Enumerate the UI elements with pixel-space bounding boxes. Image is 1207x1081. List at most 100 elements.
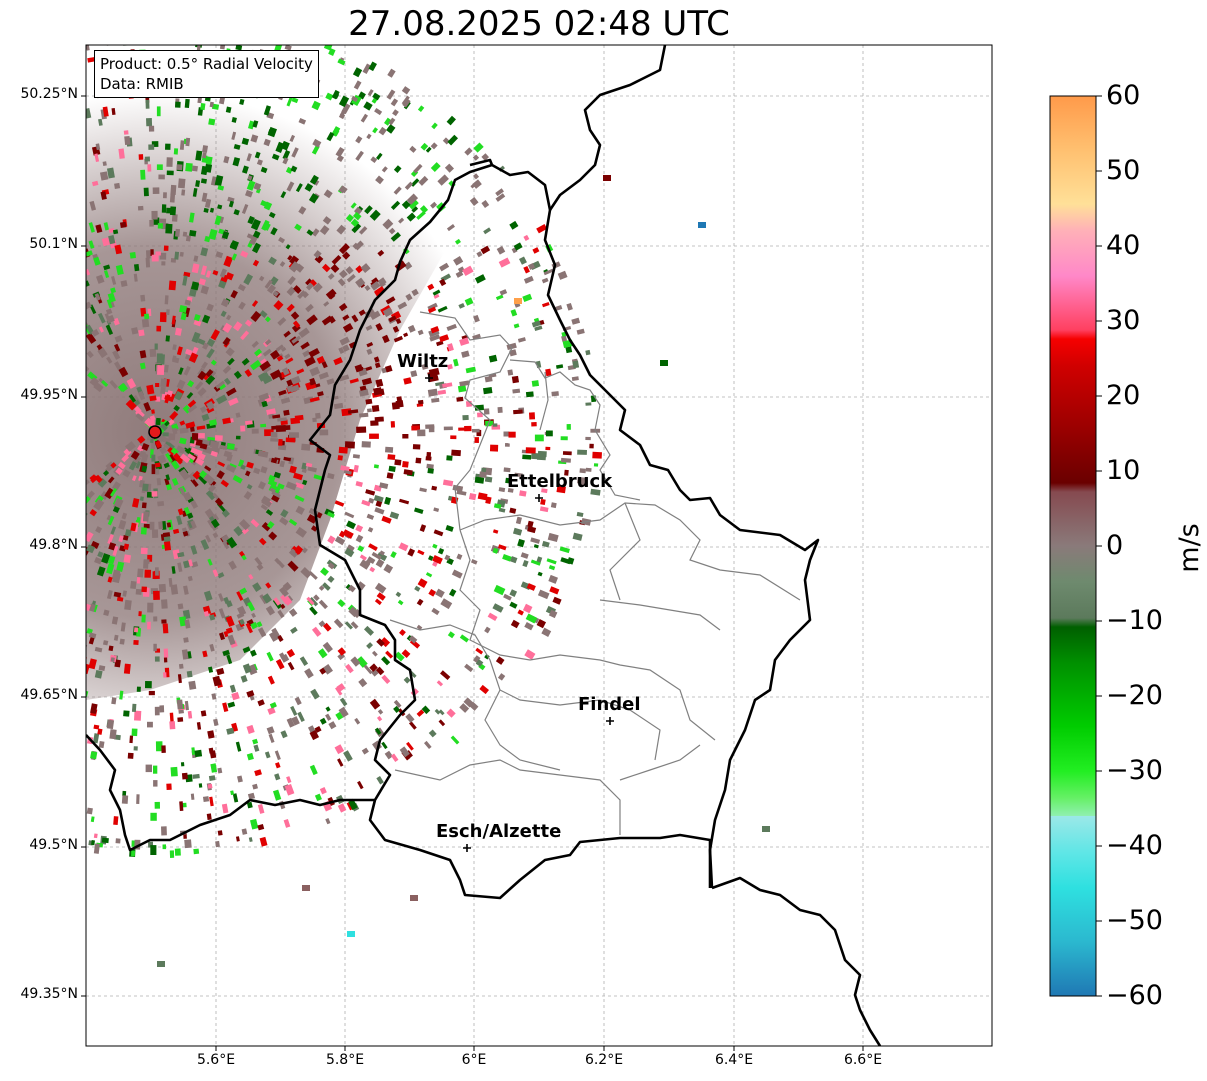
radar-echo-cell (464, 297, 474, 306)
radar-echo-cell (95, 526, 103, 534)
radar-echo-cell (123, 543, 130, 550)
radar-echo-cell (547, 532, 559, 543)
radar-echo-cell (185, 354, 191, 360)
radar-echo-cell (217, 830, 223, 836)
radar-echo-cell (271, 490, 281, 498)
radar-echo-cell (432, 554, 443, 565)
radar-echo-cell (280, 603, 286, 610)
radar-echo-cell (492, 603, 504, 613)
radar-echo-cell (131, 728, 138, 737)
radar-echo-cell (346, 520, 356, 530)
radar-echo-cell (327, 562, 335, 570)
radar-echo-cell (264, 339, 272, 346)
radar-echo-cell (133, 639, 139, 645)
radar-echo-cell (399, 629, 406, 636)
radar-echo-cell (280, 397, 291, 404)
radar-echo-cell (151, 409, 155, 414)
radar-echo-cell (342, 251, 351, 260)
radar-echo-cell (278, 389, 287, 396)
radar-echo-cell (456, 553, 463, 560)
radar-echo-cell (326, 511, 335, 518)
radar-echo-cell (379, 637, 391, 648)
radar-echo-cell (151, 491, 158, 497)
radar-echo-cell (453, 256, 464, 266)
radar-echo-cell (304, 356, 316, 367)
radar-echo-cell (333, 402, 344, 410)
radar-echo-cell (108, 228, 115, 233)
radar-echo-cell (540, 498, 546, 506)
radar-echo-cell (375, 558, 385, 568)
radar-echo-cell (421, 363, 429, 370)
radar-echo-cell (338, 374, 350, 382)
radar-echo-cell (259, 310, 268, 319)
radar-echo-cell (219, 632, 226, 641)
radar-echo-cell (330, 264, 340, 273)
radar-echo-cell (294, 482, 305, 490)
radar-echo-cell (224, 377, 232, 386)
radar-echo-cell (431, 397, 440, 403)
radar-echo-cell (272, 290, 279, 297)
radar-echo-cell (323, 301, 330, 307)
radar-echo-cell (94, 646, 103, 653)
radar-echo-cell (97, 347, 108, 359)
radar-echo-cell (179, 487, 186, 496)
radar-echo-cell (326, 378, 335, 385)
radar-echo-cell (566, 302, 573, 311)
radar-echo-cell (470, 180, 479, 189)
radar-echo-cell (243, 273, 254, 286)
radar-echo-cell (272, 789, 282, 801)
radar-echo-cell (405, 293, 413, 301)
radar-echo-cell (536, 619, 547, 629)
radar-echo-cell (357, 545, 365, 553)
radar-echo-cell (285, 357, 294, 364)
radar-echo-cell (271, 494, 280, 503)
radar-echo-cell (302, 349, 311, 358)
radar-echo-cell (145, 764, 152, 773)
radar-echo-cell (119, 638, 125, 645)
radar-echo-cell (97, 478, 108, 488)
radar-echo-cell (379, 482, 389, 490)
radar-echo-cell (200, 285, 210, 295)
radar-echo-cell (99, 171, 109, 181)
radar-echo-cell (304, 668, 314, 679)
radar-echo-cell (269, 702, 277, 709)
radar-echo-cell (510, 619, 520, 629)
radar-echo-cell (398, 217, 405, 224)
radar-echo-cell (153, 643, 157, 652)
radar-echo-cell (473, 142, 484, 153)
radar-echo-cell (509, 601, 518, 609)
radar-echo-cell (195, 457, 205, 466)
lat-label: 49.95°N (20, 387, 78, 403)
radar-echo-cell (142, 483, 149, 492)
radar-echo-cell (147, 621, 151, 630)
radar-echo-cell (270, 227, 278, 236)
radar-echo-cell (151, 210, 158, 220)
radar-echo-cell (217, 204, 223, 210)
radar-echo-cell (185, 162, 193, 172)
radar-echo-cell (359, 385, 367, 391)
radar-echo-cell (125, 399, 137, 411)
radar-echo-cell (313, 250, 322, 259)
radar-echo-cell (229, 242, 238, 250)
radar-echo-cell (88, 222, 95, 233)
radar-echo-cell (342, 529, 354, 539)
radar-echo-cell (287, 275, 296, 285)
radar-echo-cell (301, 547, 308, 554)
radar-echo-cell (322, 582, 331, 591)
radar-echo-cell (251, 300, 259, 307)
radar-echo-cell (507, 487, 514, 493)
radar-echo-cell (493, 584, 506, 596)
radar-echo-cell (457, 385, 467, 393)
radar-echo-cell (177, 717, 184, 722)
radar-echo-cell (177, 508, 184, 516)
radar-echo-cell (227, 701, 236, 708)
radar-echo-cell (413, 163, 423, 174)
radar-echo-cell (170, 460, 180, 470)
radar-echo-cell (428, 555, 434, 561)
radar-echo-cell (468, 493, 477, 501)
radar-echo-cell (282, 157, 289, 165)
radar-echo-cell (403, 676, 411, 684)
radar-echo-cell (522, 454, 532, 460)
radar-echo-cell (337, 599, 346, 608)
radar-echo-cell (252, 230, 261, 239)
